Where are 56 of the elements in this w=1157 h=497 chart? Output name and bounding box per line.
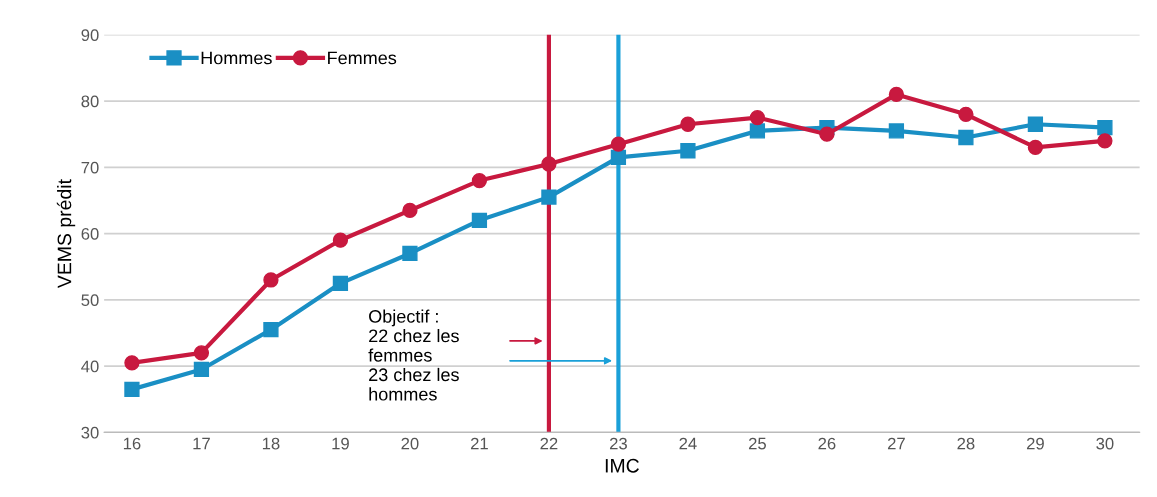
y-tick-label: 30 <box>81 426 99 439</box>
point <box>402 245 418 262</box>
point <box>888 86 905 103</box>
y-axis-title: VEMS prédit <box>56 179 76 289</box>
legend-label: Femmes <box>328 51 397 65</box>
point <box>263 272 279 288</box>
x-tick-label: 25 <box>748 437 766 450</box>
x-tick-label: 23 <box>609 437 627 450</box>
point <box>332 232 349 248</box>
point <box>610 149 627 166</box>
legend-label: Hommes <box>201 51 272 65</box>
x-tick-label: 17 <box>193 437 210 450</box>
point <box>332 275 349 291</box>
point <box>610 136 627 152</box>
point <box>749 109 766 126</box>
x-tick-label: 29 <box>1026 437 1044 450</box>
point <box>958 129 974 146</box>
point <box>680 143 696 159</box>
point <box>958 106 974 122</box>
x-tick-label: 18 <box>262 437 280 450</box>
y-tick-label: 80 <box>81 95 99 108</box>
y-tick-label: 50 <box>81 294 99 307</box>
point <box>541 189 557 205</box>
x-tick-label: 19 <box>332 437 349 450</box>
point <box>749 123 766 139</box>
point <box>471 172 488 189</box>
point <box>541 156 557 172</box>
x-tick-label: 21 <box>470 437 488 450</box>
x-tick-label: 22 <box>540 437 558 450</box>
x-tick-label: 26 <box>818 437 836 450</box>
annotation: Objectif : 22 chez les femmes 23 chez les hommes <box>368 309 459 401</box>
x-axis-title: IMC <box>605 458 639 473</box>
x-tick-label: 28 <box>957 437 975 450</box>
x-tick-label: 24 <box>679 437 697 450</box>
y-tick-label: 70 <box>81 161 99 174</box>
point <box>1097 119 1113 136</box>
y-tick-label: 90 <box>81 29 99 41</box>
point <box>402 202 418 219</box>
point <box>193 361 210 378</box>
x-tick-label: 27 <box>887 437 905 450</box>
point <box>124 381 140 397</box>
y-tick-label: 40 <box>81 360 99 373</box>
point <box>471 212 488 228</box>
point <box>1027 116 1044 132</box>
point <box>819 126 835 142</box>
point <box>124 355 140 371</box>
point <box>888 123 905 139</box>
point <box>193 345 210 361</box>
x-tick-label: 16 <box>123 437 141 450</box>
point <box>1027 139 1044 156</box>
x-tick-label: 20 <box>401 437 419 450</box>
point <box>1097 133 1113 149</box>
x-tick-label: 30 <box>1096 437 1114 450</box>
point <box>263 322 279 338</box>
y-tick-label: 60 <box>81 227 99 240</box>
point <box>680 116 696 132</box>
